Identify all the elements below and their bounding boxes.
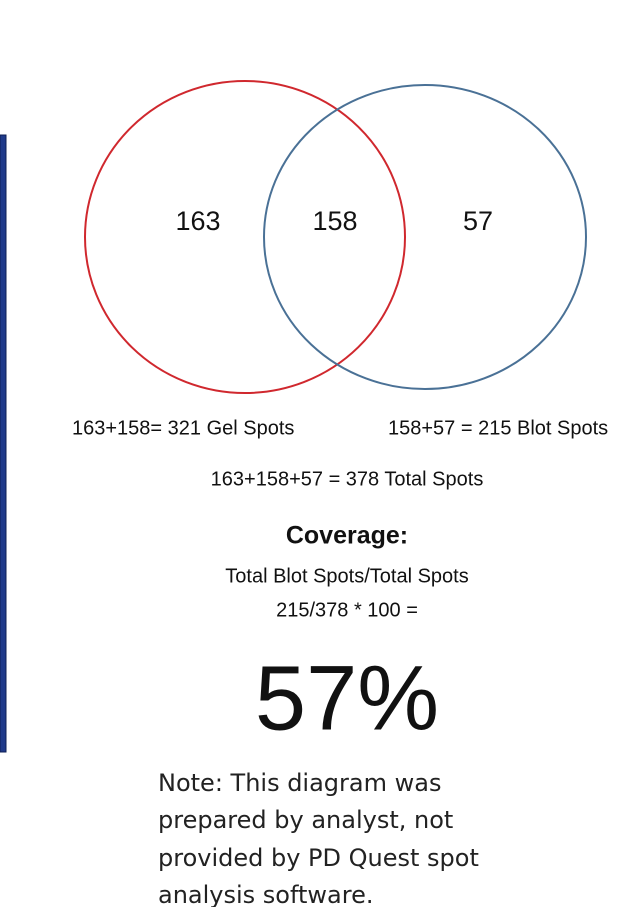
formula: 215/378 * 100 =	[276, 599, 418, 621]
region-label: 163	[175, 206, 220, 236]
blot-circle	[263, 84, 587, 390]
side-panel-edge	[0, 134, 7, 753]
coverage-result: 57%	[255, 647, 439, 749]
gel-equation: 163+158= 321 Gel Spots	[72, 417, 294, 439]
note-line: Note: This diagram was	[158, 769, 441, 797]
blot-equation: 158+57 = 215 Blot Spots	[388, 417, 608, 439]
note-line: provided by PD Quest spot	[158, 844, 479, 872]
total-equation: 163+158+57 = 378 Total Spots	[211, 468, 484, 490]
region-label: 158	[312, 206, 357, 236]
gel-circle	[84, 80, 406, 394]
note-line: analysis software.	[158, 881, 374, 907]
region-label: 57	[463, 206, 493, 236]
formula: Total Blot Spots/Total Spots	[225, 565, 468, 587]
coverage-title: Coverage:	[286, 522, 408, 550]
note-line: prepared by analyst, not	[158, 806, 453, 834]
